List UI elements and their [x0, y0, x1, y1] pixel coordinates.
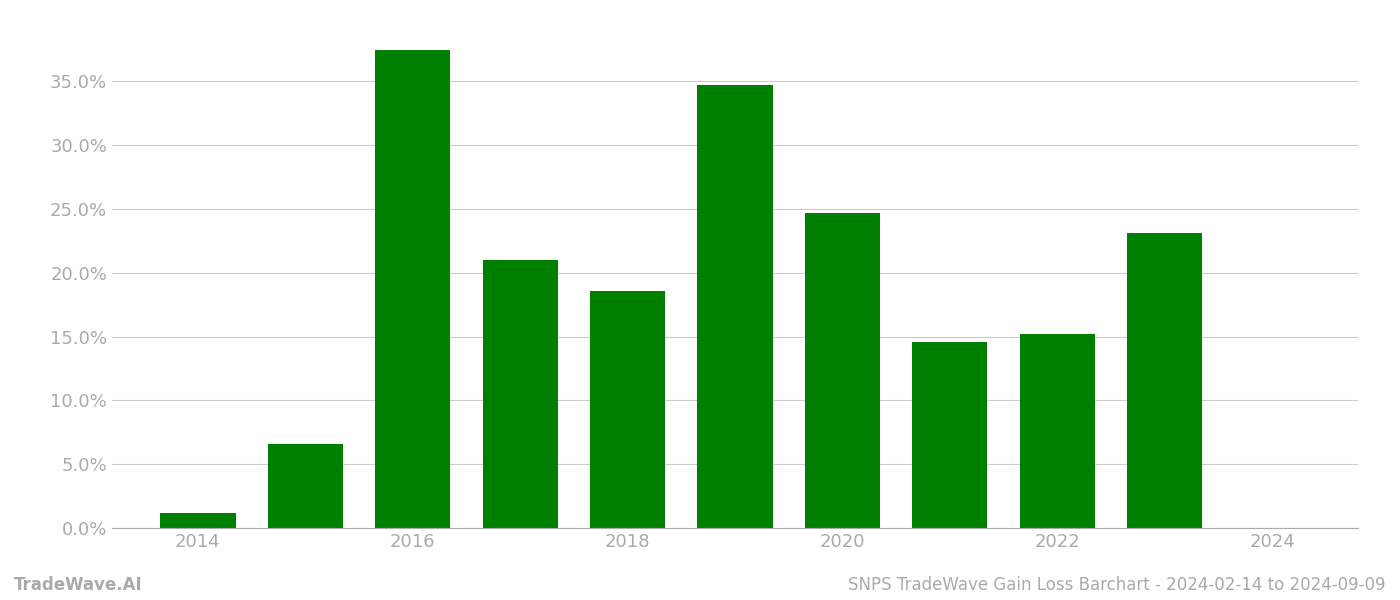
- Text: SNPS TradeWave Gain Loss Barchart - 2024-02-14 to 2024-09-09: SNPS TradeWave Gain Loss Barchart - 2024…: [848, 576, 1386, 594]
- Bar: [697, 85, 773, 528]
- Bar: [483, 260, 557, 528]
- Text: TradeWave.AI: TradeWave.AI: [14, 576, 143, 594]
- Bar: [267, 444, 343, 528]
- Bar: [1019, 334, 1095, 528]
- Bar: [589, 290, 665, 528]
- Bar: [161, 512, 235, 528]
- Bar: [1127, 233, 1203, 528]
- Bar: [913, 342, 987, 528]
- Bar: [805, 213, 881, 528]
- Bar: [375, 50, 451, 528]
